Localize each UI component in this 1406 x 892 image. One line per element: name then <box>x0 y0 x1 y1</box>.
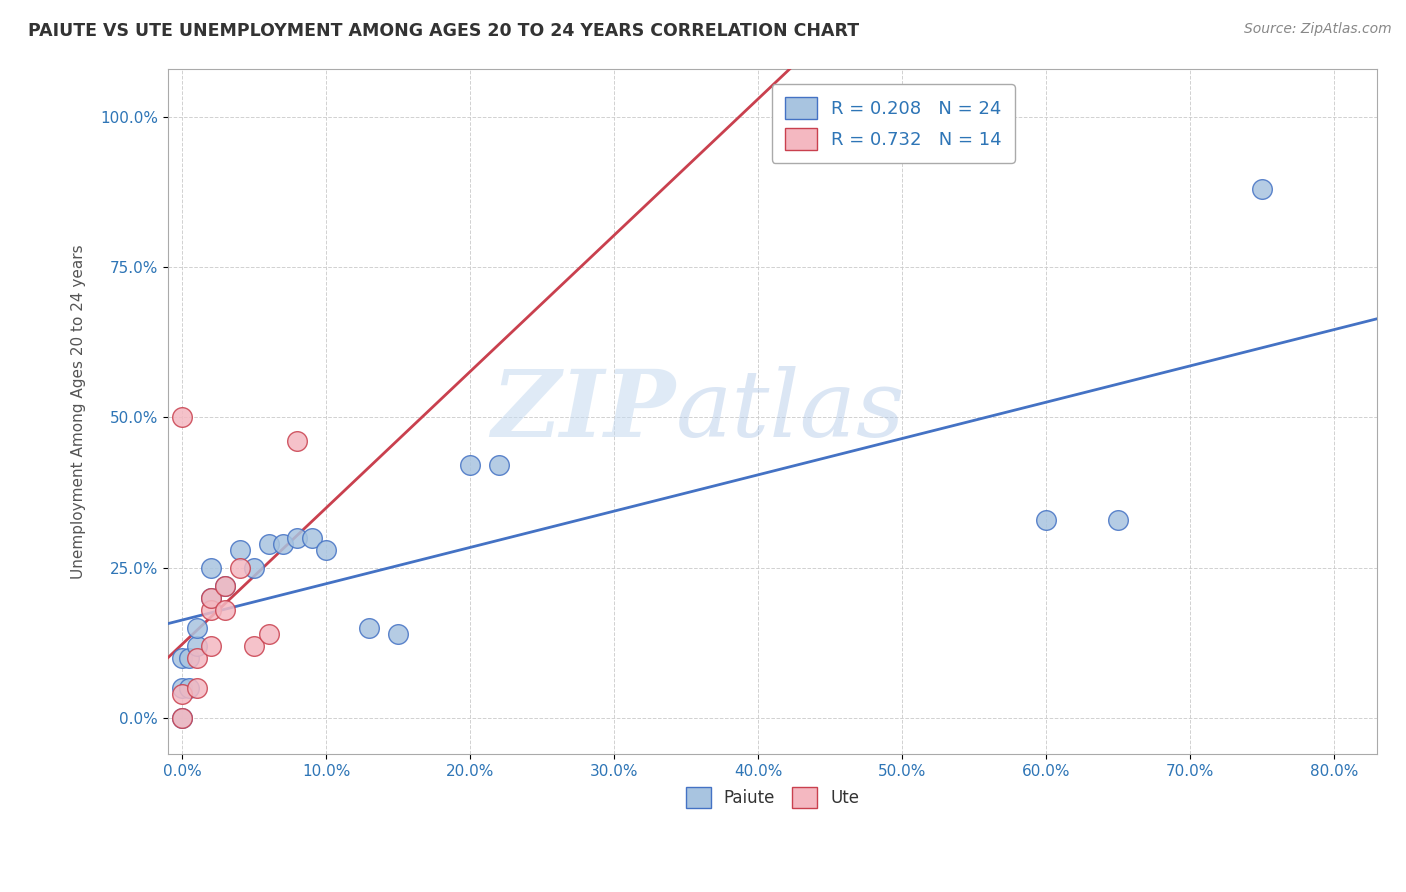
Point <box>172 687 194 701</box>
Text: Source: ZipAtlas.com: Source: ZipAtlas.com <box>1244 22 1392 37</box>
Point <box>186 681 208 695</box>
Point <box>200 560 222 574</box>
Point <box>172 681 194 695</box>
Point <box>214 603 236 617</box>
Point <box>287 531 309 545</box>
Point <box>315 542 337 557</box>
Point <box>172 410 194 425</box>
Point <box>200 639 222 653</box>
Point <box>287 434 309 449</box>
Point <box>200 603 222 617</box>
Point <box>243 639 266 653</box>
Point <box>200 591 222 605</box>
Point <box>200 591 222 605</box>
Y-axis label: Unemployment Among Ages 20 to 24 years: Unemployment Among Ages 20 to 24 years <box>72 244 86 579</box>
Point <box>1107 513 1129 527</box>
Text: ZIP: ZIP <box>492 367 676 457</box>
Point <box>1250 182 1272 196</box>
Point <box>179 651 201 665</box>
Legend: Paiute, Ute: Paiute, Ute <box>679 780 866 814</box>
Point <box>359 621 381 635</box>
Point <box>186 651 208 665</box>
Point <box>172 651 194 665</box>
Point <box>172 711 194 725</box>
Point <box>257 627 280 641</box>
Point <box>257 537 280 551</box>
Point <box>186 621 208 635</box>
Point <box>301 531 323 545</box>
Point <box>172 711 194 725</box>
Point <box>229 560 252 574</box>
Point <box>186 639 208 653</box>
Point <box>214 579 236 593</box>
Point <box>458 458 481 473</box>
Point <box>271 537 294 551</box>
Point <box>488 458 510 473</box>
Point <box>229 542 252 557</box>
Text: PAIUTE VS UTE UNEMPLOYMENT AMONG AGES 20 TO 24 YEARS CORRELATION CHART: PAIUTE VS UTE UNEMPLOYMENT AMONG AGES 20… <box>28 22 859 40</box>
Text: atlas: atlas <box>676 367 905 457</box>
Point <box>214 579 236 593</box>
Point <box>243 560 266 574</box>
Point <box>387 627 409 641</box>
Point <box>1035 513 1057 527</box>
Point <box>179 681 201 695</box>
